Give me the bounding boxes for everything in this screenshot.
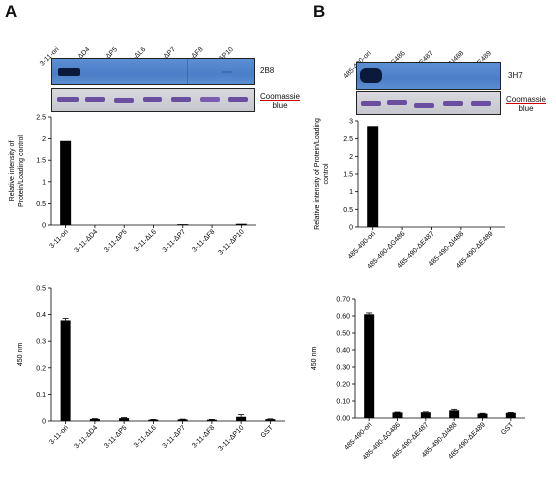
loading-control-label-b: Coomassie blue xyxy=(505,95,546,113)
y-tick-label: 0.10 xyxy=(336,399,350,406)
bar xyxy=(392,412,403,418)
y-axis-label-line: Protein/Loading control xyxy=(18,135,25,207)
y-tick-label: 2 xyxy=(42,136,46,143)
y-tick-label: 1.5 xyxy=(343,172,353,179)
y-axis-label: 450 nm xyxy=(311,347,318,371)
coomassie-blot-a xyxy=(51,88,255,112)
loading-band xyxy=(387,100,407,105)
loading-band xyxy=(114,98,134,103)
x-tick-label: 3-11-ΔF8 xyxy=(191,424,216,449)
bar xyxy=(119,418,130,421)
x-tick-label: 3-11-ΔD4 xyxy=(74,228,100,254)
x-tick-label: 3-11-ΔP5 xyxy=(103,424,129,450)
x-tick-label: 3-11-ori xyxy=(48,424,70,446)
bar xyxy=(505,412,516,418)
blot-band xyxy=(360,68,382,83)
y-axis-label: 450 nm xyxy=(17,343,24,367)
bar xyxy=(206,419,217,421)
y-tick-label: 0.5 xyxy=(36,201,46,208)
loading-band xyxy=(200,97,220,102)
blot-band xyxy=(222,71,232,73)
x-tick-label: GST xyxy=(260,424,276,440)
bar xyxy=(177,224,189,225)
y-tick-label: 1.5 xyxy=(36,158,46,165)
y-tick-label: 2 xyxy=(349,154,353,161)
y-tick-label: 0.50 xyxy=(336,331,350,338)
bar xyxy=(449,410,460,418)
x-tick-label: 3-11-ΔD4 xyxy=(74,424,100,450)
bar xyxy=(177,419,188,421)
loading-band xyxy=(361,101,381,106)
y-axis-label-line: Relative intensity of Protein/Loading xyxy=(314,118,321,230)
panel-letter-a: A xyxy=(5,2,18,21)
x-tick-label: 3-11-ori xyxy=(48,228,70,250)
loading-band xyxy=(471,101,491,106)
x-tick-label: 485-490-ori xyxy=(343,421,374,452)
x-tick-label: GST xyxy=(500,421,516,437)
loading-band xyxy=(443,101,463,106)
bar xyxy=(89,418,100,421)
loading-control-label-a: Coomassie blue xyxy=(259,92,300,110)
y-tick-label: 1 xyxy=(42,179,46,186)
bar xyxy=(367,126,379,227)
bar xyxy=(60,320,71,421)
x-tick-label: 3-11-ΔP10 xyxy=(218,228,246,256)
y-tick-label: 3 xyxy=(349,119,353,126)
loading-band xyxy=(414,103,434,108)
y-axis-label: Relative intensity of Protein/Loading con… xyxy=(9,135,25,207)
x-tick-label: 3-11-ΔP7 xyxy=(162,424,188,450)
x-tick-label: 3-11-ΔP7 xyxy=(162,228,188,254)
bar xyxy=(236,416,247,421)
bar xyxy=(60,140,72,225)
x-tick-label: 3-11-ΔP5 xyxy=(103,228,129,254)
y-tick-label: 0.70 xyxy=(336,297,350,304)
y-tick-label: 0.5 xyxy=(343,207,353,214)
antibody-label-3h7: 3H7 xyxy=(508,71,523,80)
x-tick-label: 485-490-ori xyxy=(347,230,378,261)
y-tick-label: 0.4 xyxy=(36,312,46,319)
y-axis-label-line: 450 nm xyxy=(17,343,24,367)
y-tick-label: 0.20 xyxy=(336,382,350,389)
x-tick-label: 3-11-ΔL6 xyxy=(133,228,158,253)
y-tick-label: 0.60 xyxy=(336,314,350,321)
western-blot-3h7 xyxy=(356,62,501,90)
x-tick-label: 3-11-ΔP10 xyxy=(217,424,245,452)
western-blot-2b8 xyxy=(51,58,255,85)
loading-band xyxy=(85,97,105,102)
y-tick-label: 0.00 xyxy=(336,416,350,423)
y-tick-label: 2.5 xyxy=(343,136,353,143)
y-axis-label-line: control xyxy=(323,163,330,184)
y-tick-label: 0.40 xyxy=(336,348,350,355)
bar xyxy=(477,413,488,418)
bar xyxy=(420,412,431,418)
y-tick-label: 0 xyxy=(349,225,353,232)
y-tick-label: 0.3 xyxy=(36,339,46,346)
bar xyxy=(148,419,159,421)
y-tick-label: 1 xyxy=(349,189,353,196)
x-tick-label: 3-11-ΔF8 xyxy=(191,228,216,253)
loading-band xyxy=(171,97,191,102)
antibody-label-2b8: 2B8 xyxy=(260,66,275,75)
y-tick-label: 0.2 xyxy=(36,365,46,372)
loading-band xyxy=(228,97,248,102)
y-tick-label: 0 xyxy=(42,419,46,426)
coomassie-blot-b xyxy=(356,91,501,115)
y-axis-label-line: Relative intensity of xyxy=(9,141,16,202)
bar xyxy=(235,223,247,225)
x-tick-label: 3-11-ΔL6 xyxy=(133,424,158,449)
bar xyxy=(364,314,375,418)
blot-band xyxy=(58,68,80,76)
y-tick-label: 2.5 xyxy=(36,115,46,122)
y-tick-label: 0.30 xyxy=(336,365,350,372)
y-tick-label: 0.5 xyxy=(36,286,46,293)
bar xyxy=(265,419,276,421)
y-tick-label: 0 xyxy=(42,223,46,230)
panel-letter-b: B xyxy=(313,2,326,21)
loading-band xyxy=(143,97,162,102)
y-axis-label-line: 450 nm xyxy=(311,347,318,371)
loading-band xyxy=(57,97,79,102)
y-axis-label: Relative intensity of Protein/Loading con… xyxy=(314,118,330,230)
y-tick-label: 0.1 xyxy=(36,392,46,399)
